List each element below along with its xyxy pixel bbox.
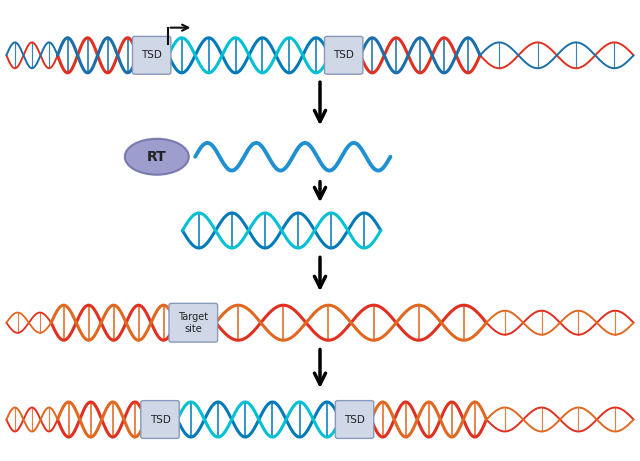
Text: TSD: TSD — [344, 414, 365, 425]
Ellipse shape — [125, 139, 189, 175]
Text: TSD: TSD — [333, 50, 354, 60]
Text: TSD: TSD — [150, 414, 170, 425]
FancyBboxPatch shape — [335, 401, 374, 438]
FancyBboxPatch shape — [132, 36, 171, 74]
Text: RT: RT — [147, 150, 166, 164]
Text: TSD: TSD — [141, 50, 162, 60]
FancyBboxPatch shape — [169, 303, 218, 342]
Text: Target
site: Target site — [178, 312, 209, 333]
FancyBboxPatch shape — [324, 36, 363, 74]
FancyBboxPatch shape — [141, 401, 179, 438]
